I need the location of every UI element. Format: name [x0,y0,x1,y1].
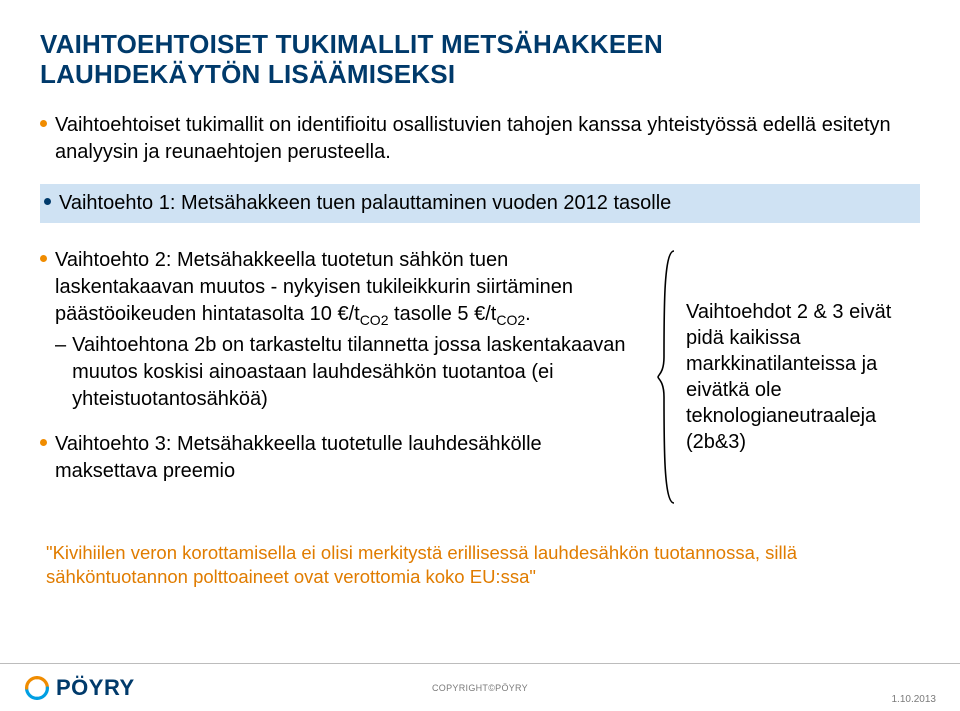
option1-text: Vaihtoehto 1: Metsähakkeen tuen palautta… [59,190,671,217]
option2-bullet: Vaihtoehto 2: Metsähakkeella tuotetun sä… [40,247,640,330]
brace-icon [656,247,678,507]
copyright-text: COPYRIGHT©PÖYRY [432,683,528,693]
options-left: Vaihtoehto 2: Metsähakkeella tuotetun sä… [40,247,640,485]
quote-box: "Kivihiilen veron korottamisella ei olis… [40,541,920,589]
option1-bullet: Vaihtoehto 1: Metsähakkeen tuen palautta… [44,190,916,217]
option3-text: Vaihtoehto 3: Metsähakkeella tuotetulle … [55,431,640,485]
option2-text-b: tasolle 5 €/t [388,303,496,325]
footer: PÖYRY COPYRIGHT©PÖYRY 1.10.2013 [0,663,960,711]
option3-block: Vaihtoehto 3: Metsähakkeella tuotetulle … [40,431,640,485]
options-right: Vaihtoehdot 2 & 3 eivät pidä kaikissa ma… [656,247,916,507]
option1-highlight: Vaihtoehto 1: Metsähakkeen tuen palautta… [40,184,920,223]
option2-sub-text: Vaihtoehtona 2b on tarkasteltu tilannett… [72,332,640,413]
intro-bullet: Vaihtoehtoiset tukimallit on identifioit… [40,112,920,166]
brace-side: Vaihtoehdot 2 & 3 eivät pidä kaikissa ma… [656,247,916,507]
bullet-dot-icon [44,198,51,205]
quote-text: "Kivihiilen veron korottamisella ei olis… [46,541,914,589]
bullet-dot-icon [40,439,47,446]
option3-bullet: Vaihtoehto 3: Metsähakkeella tuotetulle … [40,431,640,485]
bullet-dot-icon [40,120,47,127]
option2-text-c: . [525,303,531,325]
footer-date: 1.10.2013 [892,694,937,705]
logo-mark-icon [24,675,50,701]
sidebar-text: Vaihtoehdot 2 & 3 eivät pidä kaikissa ma… [686,299,916,455]
option2-main: Vaihtoehto 2: Metsähakkeella tuotetun sä… [55,247,640,330]
intro-text: Vaihtoehtoiset tukimallit on identifioit… [55,112,920,166]
logo-text: PÖYRY [56,675,135,701]
option2-sub-row: – Vaihtoehtona 2b on tarkasteltu tilanne… [40,332,640,413]
slide: VAIHTOEHTOISET TUKIMALLIT METSÄHAKKEEN L… [0,0,960,711]
slide-title: VAIHTOEHTOISET TUKIMALLIT METSÄHAKKEEN L… [40,30,920,90]
logo: PÖYRY [24,675,135,701]
option2-block: Vaihtoehto 2: Metsähakkeella tuotetun sä… [40,247,640,413]
co2-sub: CO2 [496,312,525,328]
dash-icon: – [55,332,66,359]
title-line1: VAIHTOEHTOISET TUKIMALLIT METSÄHAKKEEN [40,29,663,59]
co2-sub: CO2 [360,312,389,328]
title-line2: LAUHDEKÄYTÖN LISÄÄMISEKSI [40,59,455,89]
options-columns: Vaihtoehto 2: Metsähakkeella tuotetun sä… [40,247,920,507]
bullet-dot-icon [40,255,47,262]
